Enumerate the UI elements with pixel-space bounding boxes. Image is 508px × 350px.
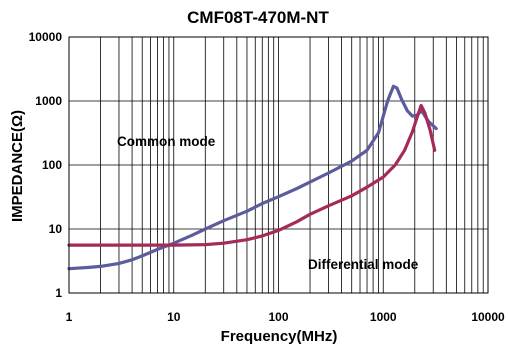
series-line-differential-mode [67, 103, 437, 247]
y-tick-label: 1000 [35, 94, 62, 108]
x-tick-label: 1 [66, 310, 73, 324]
x-tick-label: 1000 [370, 310, 397, 324]
x-axis-title: Frequency(MHz) [221, 328, 338, 345]
annotation-common-mode: Common mode [117, 134, 216, 149]
y-tick-labels: 1 10 100 1000 10000 [29, 30, 63, 300]
y-tick-label: 10 [49, 222, 63, 236]
x-tick-label: 100 [268, 310, 288, 324]
series-layer [67, 84, 438, 271]
plot-frame [68, 36, 489, 294]
y-tick-label: 1 [55, 286, 62, 300]
y-axis-title: IMPEDANCE(Ω) [9, 110, 26, 222]
x-tick-label: 10 [167, 310, 181, 324]
series-line-common-mode [67, 84, 438, 271]
chart-title: CMF08T-470M-NT [187, 8, 329, 27]
grid-lines [69, 37, 488, 293]
x-tick-labels: 1 10 100 1000 10000 [66, 310, 505, 324]
y-tick-label: 10000 [29, 30, 63, 44]
x-tick-label: 10000 [471, 310, 505, 324]
y-tick-label: 100 [42, 158, 62, 172]
annotation-differential-mode: Differential mode [308, 257, 419, 272]
